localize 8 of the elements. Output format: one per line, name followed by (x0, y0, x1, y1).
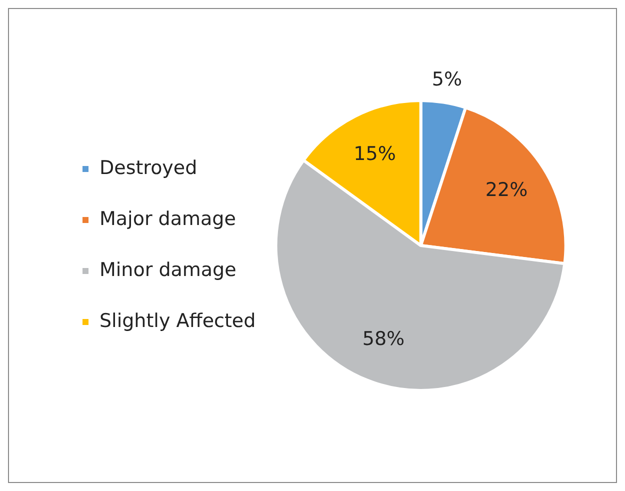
data-label: 15% (354, 143, 396, 165)
legend-label: Slightly Affected (100, 310, 256, 332)
legend-label: Destroyed (100, 156, 198, 179)
legend-label: Minor damage (100, 258, 236, 281)
legend-label: Major damage (100, 208, 236, 230)
data-label: 5% (432, 68, 462, 90)
data-label: 22% (485, 179, 528, 202)
data-label: 58% (362, 328, 405, 350)
